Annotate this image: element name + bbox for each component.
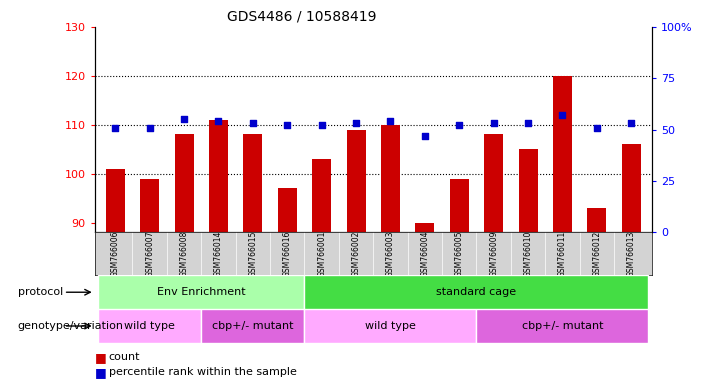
Point — [350, 120, 362, 126]
Bar — [346, 129, 365, 232]
Point — [316, 122, 327, 129]
Point — [626, 120, 637, 126]
Bar — [140, 179, 159, 232]
Text: GSM766012: GSM766012 — [592, 230, 601, 276]
Point — [385, 118, 396, 124]
Text: cbp+/- mutant: cbp+/- mutant — [522, 321, 604, 331]
Bar — [484, 134, 503, 232]
Text: GSM766004: GSM766004 — [421, 230, 430, 277]
Point — [419, 133, 430, 139]
Text: wild type: wild type — [124, 321, 175, 331]
Bar — [278, 188, 297, 232]
Text: protocol: protocol — [18, 287, 63, 297]
Point — [488, 120, 499, 126]
Text: GSM766014: GSM766014 — [214, 230, 223, 276]
Bar — [98, 309, 201, 343]
Text: ■: ■ — [95, 351, 107, 364]
Point — [179, 116, 190, 122]
Text: GSM766009: GSM766009 — [489, 230, 498, 277]
Bar — [304, 309, 477, 343]
Point — [144, 124, 156, 131]
Text: genotype/variation: genotype/variation — [18, 321, 123, 331]
Bar — [416, 223, 435, 232]
Bar — [622, 144, 641, 232]
Bar — [312, 159, 331, 232]
Text: GDS4486 / 10588419: GDS4486 / 10588419 — [226, 10, 376, 23]
Text: ■: ■ — [95, 366, 107, 379]
Bar — [175, 134, 193, 232]
Text: GSM766005: GSM766005 — [455, 230, 464, 277]
Point — [109, 124, 121, 131]
Text: GSM766008: GSM766008 — [179, 230, 189, 276]
Text: GSM766007: GSM766007 — [145, 230, 154, 277]
Point — [454, 122, 465, 129]
Point — [213, 118, 224, 124]
Text: GSM766001: GSM766001 — [317, 230, 326, 276]
Bar — [106, 169, 125, 232]
Text: Env Enrichment: Env Enrichment — [157, 287, 245, 297]
Point — [282, 122, 293, 129]
Bar — [201, 309, 304, 343]
Text: percentile rank within the sample: percentile rank within the sample — [109, 367, 297, 377]
Point — [247, 120, 259, 126]
Text: count: count — [109, 352, 140, 362]
Point — [557, 112, 568, 118]
Text: GSM766006: GSM766006 — [111, 230, 120, 277]
Bar — [477, 309, 648, 343]
Bar — [450, 179, 469, 232]
Text: GSM766015: GSM766015 — [248, 230, 257, 276]
Text: GSM766013: GSM766013 — [627, 230, 636, 276]
Text: GSM766016: GSM766016 — [283, 230, 292, 276]
Point — [522, 120, 533, 126]
Bar — [587, 208, 606, 232]
Text: standard cage: standard cage — [437, 287, 517, 297]
Bar — [243, 134, 262, 232]
Text: wild type: wild type — [365, 321, 416, 331]
Bar — [304, 275, 648, 309]
Text: GSM766002: GSM766002 — [352, 230, 360, 276]
Bar — [209, 120, 228, 232]
Point — [591, 124, 602, 131]
Bar — [381, 125, 400, 232]
Text: GSM766010: GSM766010 — [524, 230, 533, 276]
Text: GSM766003: GSM766003 — [386, 230, 395, 277]
Bar — [98, 275, 304, 309]
Bar — [553, 76, 572, 232]
Bar — [519, 149, 538, 232]
Text: GSM766011: GSM766011 — [558, 230, 567, 276]
Text: cbp+/- mutant: cbp+/- mutant — [212, 321, 294, 331]
